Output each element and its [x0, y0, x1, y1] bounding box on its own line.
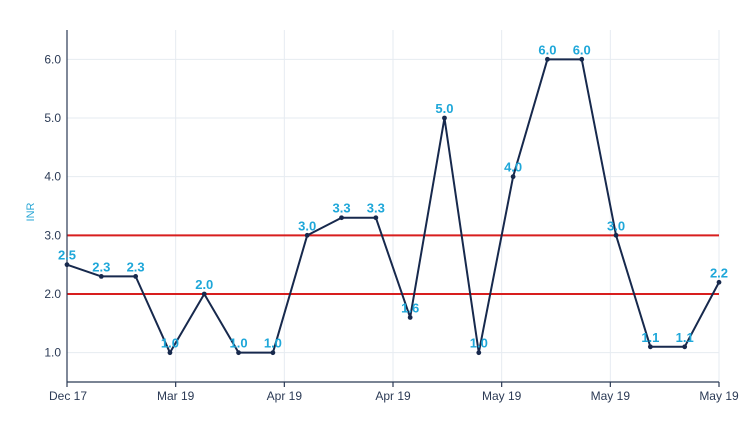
y-tick-label: 1.0 [44, 346, 61, 360]
data-label: 2.2 [710, 265, 728, 280]
x-tick-label: Dec 17 [49, 389, 87, 403]
y-tick-label: 2.0 [44, 287, 61, 301]
data-label: 2.5 [58, 248, 76, 263]
data-point[interactable] [201, 291, 207, 297]
data-point[interactable] [167, 350, 173, 356]
data-point[interactable] [98, 274, 104, 279]
inr-series-line [66, 58, 720, 354]
data-label: 6.0 [573, 42, 591, 57]
y-tick-label: 6.0 [44, 52, 61, 66]
data-point[interactable] [339, 215, 344, 221]
data-label: 1.6 [401, 300, 419, 315]
x-tick-label: May 19 [591, 389, 631, 403]
data-label: 3.0 [607, 218, 625, 233]
data-label: 3.0 [298, 218, 316, 233]
x-tick-label: May 19 [482, 389, 522, 403]
data-label: 3.3 [367, 201, 385, 216]
data-label: 5.0 [435, 101, 453, 116]
y-tick-label: 3.0 [44, 228, 61, 242]
data-point[interactable] [407, 315, 413, 320]
data-label: 2.0 [195, 277, 213, 292]
x-tick-label: May 19 [699, 389, 739, 403]
data-point[interactable] [510, 174, 516, 180]
data-point[interactable] [236, 350, 241, 356]
y-axis-title: INR [25, 202, 37, 221]
data-label: 6.0 [538, 42, 556, 57]
y-tick-label: 4.0 [44, 170, 61, 184]
data-label: 2.3 [92, 259, 110, 274]
data-point[interactable] [579, 56, 585, 62]
data-label: 4.0 [504, 160, 522, 175]
data-label: 1.1 [676, 330, 694, 345]
data-label: 1.0 [230, 336, 248, 351]
data-point[interactable] [647, 344, 653, 350]
data-label: 1.1 [641, 330, 659, 345]
data-point[interactable] [613, 232, 619, 238]
data-label: 1.0 [264, 336, 282, 351]
data-point[interactable] [442, 115, 447, 121]
x-tick-label: Apr 19 [267, 389, 303, 403]
data-point[interactable] [476, 350, 482, 356]
data-point[interactable] [373, 215, 379, 221]
y-tick-label: 5.0 [44, 111, 61, 125]
x-tick-label: Mar 19 [157, 389, 195, 403]
data-point[interactable] [545, 56, 550, 62]
data-label: 1.0 [470, 336, 488, 351]
data-point[interactable] [682, 344, 688, 350]
data-point[interactable] [270, 350, 276, 356]
x-tick-label: Apr 19 [375, 389, 411, 403]
data-label: 2.3 [127, 259, 145, 274]
data-point[interactable] [716, 279, 722, 285]
data-label: 1.0 [161, 336, 179, 351]
data-point[interactable] [133, 274, 139, 279]
data-point[interactable] [304, 232, 310, 238]
data-point[interactable] [64, 262, 70, 268]
data-label: 3.3 [332, 201, 350, 216]
